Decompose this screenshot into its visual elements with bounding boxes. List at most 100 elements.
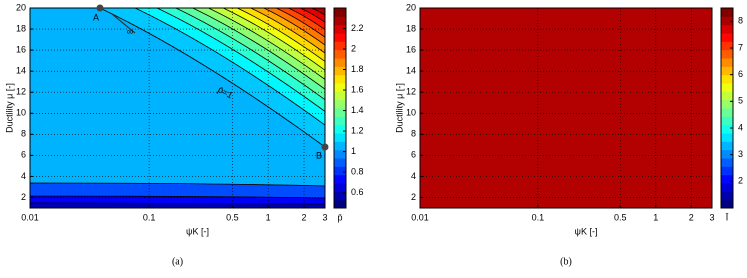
x-tick-label: 0.5 [614, 212, 627, 222]
colorbar-step [334, 58, 346, 67]
colorbar-step [721, 74, 733, 84]
contour-band [30, 202, 325, 208]
caption: (b) [560, 256, 572, 267]
colorbar-step [334, 166, 346, 176]
colorbar-step [721, 16, 733, 26]
colorbar-step [334, 108, 346, 117]
y-tick-label: 2 [21, 192, 26, 202]
x-axis-label: ψK [-] [575, 226, 598, 236]
contour-field [420, 8, 712, 208]
x-tick-label: 3 [709, 212, 714, 222]
caption: (a) [172, 256, 183, 267]
colorbar-tick-label: 1.2 [351, 125, 364, 135]
y-tick-label: 10 [406, 108, 416, 118]
colorbar-step [721, 183, 733, 192]
plot-frame [29, 7, 326, 209]
colorbar-step [721, 24, 733, 34]
y-axis-label: Ductility μ [-] [394, 83, 404, 133]
x-tick-label: 0.1 [532, 212, 545, 222]
colorbar-step [334, 191, 346, 201]
y-tick-label: 18 [406, 23, 416, 33]
y-tick-label: 16 [406, 44, 416, 54]
colorbar-step [721, 116, 733, 126]
colorbar-step [721, 33, 733, 42]
x-tick-label: 1 [266, 212, 271, 222]
x-tick-label: 2 [302, 212, 307, 222]
colorbar-step [334, 83, 346, 92]
y-tick-label: 6 [21, 150, 26, 160]
x-tick-label: 0.01 [21, 212, 39, 222]
colorbar-step [721, 58, 733, 67]
y-tick-label: 18 [16, 23, 26, 33]
y-axis-label: Ductility μ [-] [4, 83, 14, 133]
colorbar-step [334, 91, 346, 101]
colorbar-tick-label: 2 [738, 176, 743, 186]
y-tick-label: 16 [16, 44, 26, 54]
y-tick-label: 8 [21, 129, 26, 139]
x-axis-label: ψK [-] [186, 226, 209, 236]
colorbar-step [721, 174, 733, 184]
colorbar-tick-label: 2 [351, 43, 356, 53]
y-tick-label: 12 [406, 87, 416, 97]
colorbar-step [721, 124, 733, 134]
colorbar-step [721, 141, 733, 151]
y-tick-label: 6 [411, 150, 416, 160]
colorbar-step [334, 199, 346, 209]
colorbar-step [334, 33, 346, 42]
x-tick-label: 1 [653, 212, 658, 222]
y-tick-label: 8 [411, 129, 416, 139]
colorbar-tick-label: 5 [738, 96, 743, 106]
y-tick-label: 14 [406, 66, 416, 76]
colorbar-step [334, 24, 346, 34]
y-tick-label: 20 [406, 2, 416, 12]
y-tick-label: 12 [16, 87, 26, 97]
colorbar-tick-label: 0.8 [351, 166, 364, 176]
y-tick-label: 4 [21, 171, 26, 181]
x-tick-label: 0.1 [143, 212, 156, 222]
colorbar-step [334, 124, 346, 134]
colorbar-tick-label: 6 [738, 69, 743, 79]
annotation: ∞ [127, 26, 133, 36]
plot-frame [419, 7, 713, 209]
colorbar-step [721, 66, 733, 76]
colorbar-step [334, 49, 346, 59]
colorbar-tick-label: 3 [738, 149, 743, 159]
contour-field [30, 8, 325, 208]
colorbar-step [721, 8, 733, 17]
colorbar-step [721, 49, 733, 59]
colorbar-step [721, 158, 733, 167]
colorbar-step [721, 41, 733, 51]
colorbar-step [334, 8, 346, 17]
y-tick-label: 20 [16, 2, 26, 12]
colorbar-step [721, 99, 733, 109]
colorbar-step [334, 149, 346, 159]
colorbar-step [334, 133, 346, 142]
colorbar-step [721, 108, 733, 117]
y-tick-label: 10 [16, 108, 26, 118]
colorbar-step [334, 141, 346, 151]
colorbar-step [334, 116, 346, 126]
colorbar-step [334, 99, 346, 109]
colorbar-step [721, 149, 733, 159]
colorbar-tick-label: 4 [738, 122, 743, 132]
colorbar-tick-label: 1.8 [351, 64, 364, 74]
annotation: B [316, 150, 322, 160]
x-tick-label: 3 [322, 212, 327, 222]
colorbar-step [334, 41, 346, 51]
colorbar-tick-label: 1 [351, 146, 356, 156]
arrow [111, 13, 136, 34]
colorbar-label: p̄ [337, 212, 342, 222]
y-tick-label: 14 [16, 66, 26, 76]
colorbar-step [721, 191, 733, 201]
colorbar-step [721, 199, 733, 209]
colorbar-step [721, 91, 733, 101]
colorbar-step [334, 74, 346, 84]
x-tick-label: 2 [689, 212, 694, 222]
colorbar-tick-label: 0.6 [351, 187, 364, 197]
colorbar-step [721, 166, 733, 176]
colorbar-frame [720, 7, 734, 209]
point-a [96, 4, 104, 12]
annotation: A [93, 12, 99, 22]
colorbar-step [334, 66, 346, 76]
